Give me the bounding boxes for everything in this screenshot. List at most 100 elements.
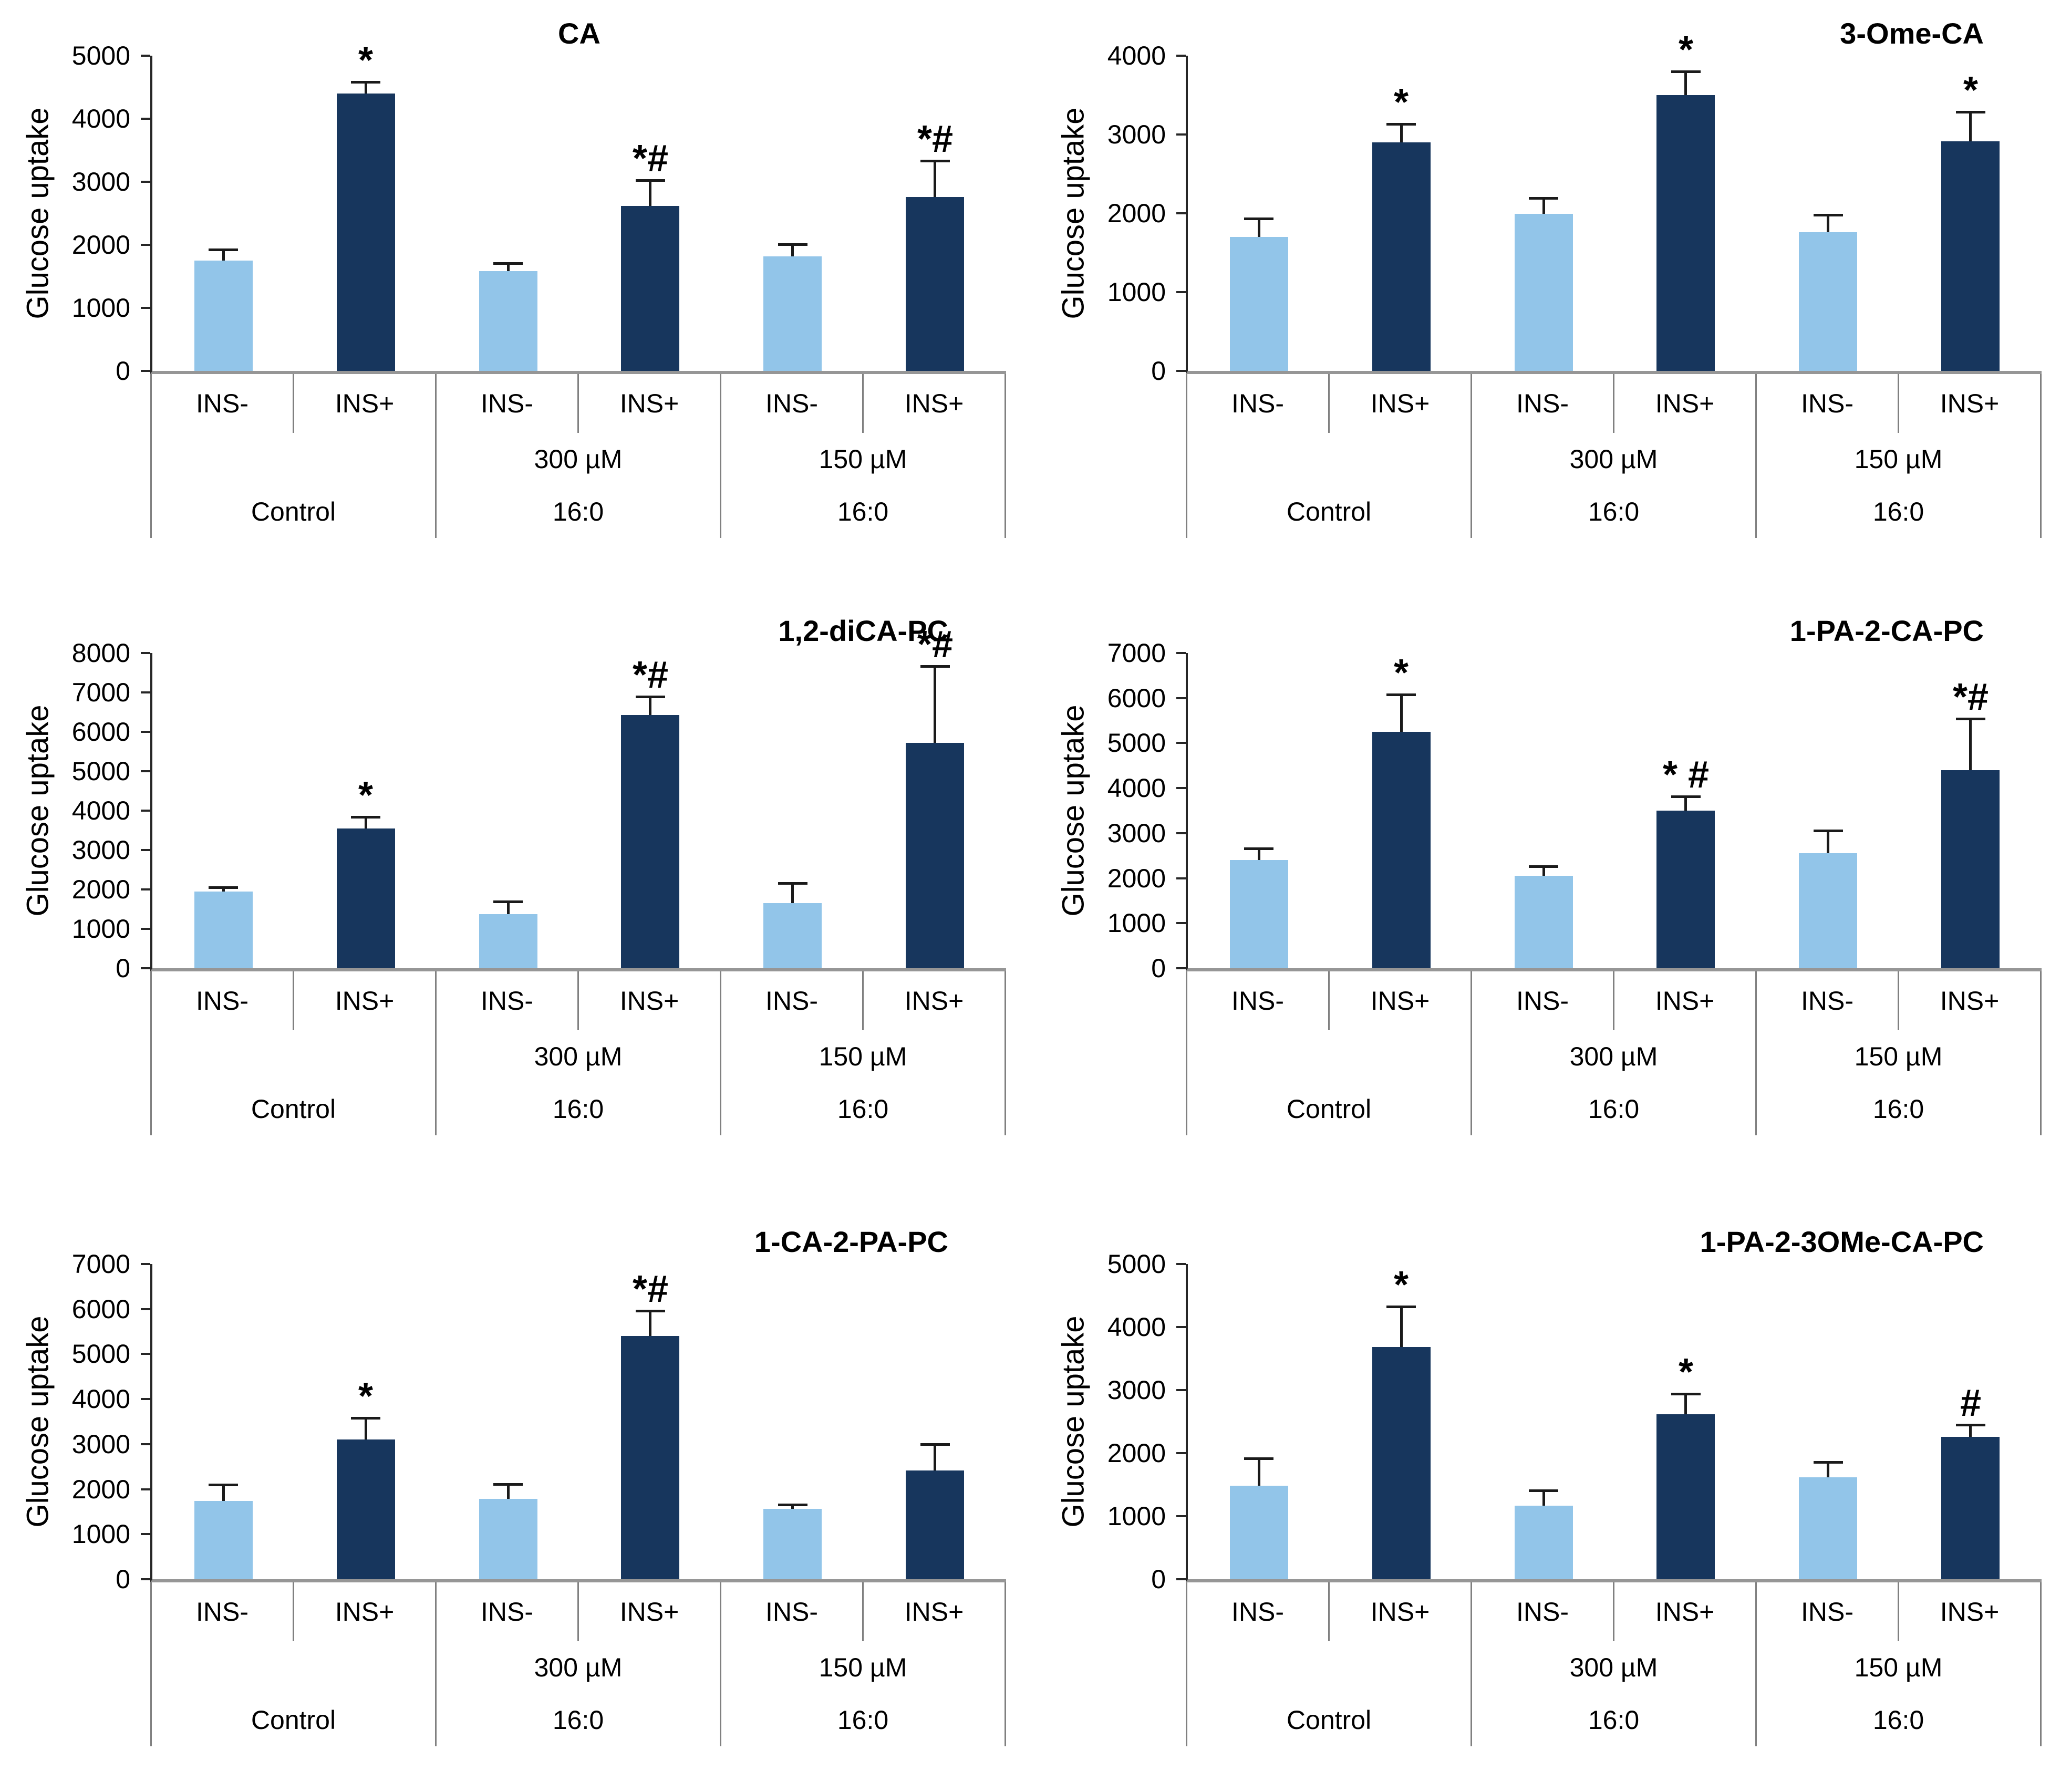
y-tick-label: 1000 [71, 1519, 130, 1549]
ins-label: INS- [1757, 971, 1899, 1030]
y-tick-label: 4000 [71, 1384, 130, 1414]
y-tick-mark [1176, 697, 1186, 699]
chart-1ca-2pa-pc: 1-CA-2-PA-PC Glucose uptake 0 1000 2000 300… [0, 1208, 1036, 1792]
error-bar [222, 889, 225, 892]
y-tick-mark [1176, 922, 1186, 925]
concentration-label [152, 1641, 435, 1694]
y-tick-mark [141, 1263, 150, 1265]
y-tick-mark [141, 1578, 150, 1580]
error-bar-cap [1386, 123, 1416, 126]
significance-annotation: * [1678, 1351, 1694, 1393]
y-tick-label: 4000 [1107, 773, 1166, 803]
bar-ins-plus [1372, 1347, 1431, 1579]
ins-label: INS+ [579, 1582, 721, 1641]
error-bar [365, 1420, 367, 1439]
error-bar-cap [920, 665, 950, 668]
error-bar [365, 84, 367, 94]
error-bar-cap [1814, 830, 1843, 832]
concentration-label: 150 µM [819, 444, 907, 474]
bar-ins-minus [479, 1499, 537, 1579]
chart-title: 1-CA-2-PA-PC [754, 1225, 948, 1258]
treatment-label: Control [1286, 497, 1372, 526]
ins-label: INS- [437, 971, 579, 1030]
ins-label: INS- [1472, 374, 1614, 433]
y-tick-label: 3000 [1107, 120, 1166, 149]
y-tick-label: 6000 [71, 717, 130, 747]
x-axis-table: INS- INS+ INS- INS+ INS- INS+ Control 300 µM 16:… [1186, 1582, 2042, 1746]
error-bar [1827, 1464, 1829, 1477]
ins-label: INS- [1187, 971, 1330, 1030]
ins-label: INS+ [1330, 1582, 1472, 1641]
treatment-group: Control [1187, 1641, 1472, 1746]
ins-label: INS+ [579, 374, 721, 433]
concentration-label: 300 µM [1569, 1042, 1658, 1071]
y-tick-label: 2000 [71, 875, 130, 904]
error-bar [1969, 113, 1972, 141]
chart-1pa-2-3ome-ca-pc: 1-PA-2-3OMe-CA-PC Glucose uptake 0 1000 20… [1036, 1208, 2071, 1792]
error-bar [1969, 1426, 1972, 1437]
ins-label: INS+ [579, 971, 721, 1030]
treatment-label: 16:0 [1872, 497, 1924, 526]
concentration-label: 300 µM [1569, 444, 1658, 474]
chart-body: Glucose uptake 0 1000 2000 3000 4000 5000 6000… [1051, 640, 2042, 1135]
y-tick-mark [1176, 832, 1186, 834]
error-bar [507, 903, 510, 914]
y-tick-mark [1176, 652, 1186, 654]
error-bar [507, 265, 510, 271]
treatment-row: Control 300 µM 16:0 150 µM 16:0 [1187, 1641, 2040, 1746]
treatment-label: Control [1286, 1705, 1372, 1735]
y-tick-label: 2000 [1107, 863, 1166, 893]
y-tick-mark [1176, 787, 1186, 790]
error-bar-cap [636, 696, 665, 698]
error-bar-cap [778, 243, 807, 246]
concentration-label: 300 µM [1569, 1653, 1658, 1682]
error-bar [1684, 798, 1687, 811]
treatment-row: Control 300 µM 16:0 150 µM 16:0 [152, 433, 1005, 538]
significance-annotation: *# [632, 654, 669, 696]
y-tick-mark [141, 731, 150, 733]
significance-annotation: * [358, 774, 374, 816]
y-axis-label: Glucose uptake [16, 653, 60, 968]
treatment-group: 150 µM 16:0 [721, 433, 1005, 538]
plot-area: 0 1000 2000 3000 4000 5000 6000 7000 * * # *# [1107, 640, 2042, 981]
ins-label-row: INS- INS+ INS- INS+ INS- INS+ [152, 1582, 1005, 1641]
chart-body: Glucose uptake 0 1000 2000 3000 4000 5000 6000… [16, 626, 1006, 1135]
chart-title: 1,2-diCA-PC [778, 614, 948, 647]
y-tick-label: 0 [116, 1565, 130, 1594]
y-tick-mark [141, 118, 150, 120]
bar-ins-minus [1515, 1506, 1573, 1579]
ins-label: INS- [1187, 1582, 1330, 1641]
treatment-group: 300 µM 16:0 [1472, 433, 1757, 538]
error-bar-cap [493, 1483, 523, 1486]
error-bar-cap [778, 1504, 807, 1506]
treatment-label: Control [251, 497, 336, 526]
ins-label: INS- [1472, 1582, 1614, 1641]
y-tick-mark [141, 1398, 150, 1401]
bar-ins-plus [337, 94, 395, 371]
y-tick-label: 0 [116, 356, 130, 386]
ins-label: INS- [1187, 374, 1330, 433]
y-axis-label-text: Glucose uptake [1056, 705, 1091, 917]
error-bar-cap [1956, 1424, 1985, 1426]
treatment-label: 16:0 [552, 1094, 604, 1124]
concentration-label: 150 µM [819, 1042, 907, 1071]
chart-1pa-2ca-pc: 1-PA-2-CA-PC Glucose uptake 0 1000 2000 300… [1036, 597, 2071, 1208]
error-bar [222, 251, 225, 261]
ins-label: INS- [152, 1582, 294, 1641]
concentration-label: 150 µM [1854, 1653, 1943, 1682]
ins-label: INS+ [1614, 374, 1757, 433]
chart-body: Glucose uptake 0 1000 2000 3000 4000 5000 * * # … [1051, 1251, 2042, 1746]
y-tick-label: 5000 [71, 757, 130, 786]
error-bar-cap [778, 882, 807, 885]
ins-label: INS- [1757, 374, 1899, 433]
y-axis-label-text: Glucose uptake [20, 107, 55, 319]
error-bar-cap [493, 262, 523, 265]
bar-ins-minus [1230, 237, 1288, 371]
error-bar-cap [1956, 111, 1985, 113]
ins-label: INS+ [294, 1582, 437, 1641]
concentration-label: 300 µM [534, 1042, 623, 1071]
y-tick-mark [1176, 212, 1186, 214]
error-bar-cap [209, 886, 238, 889]
ins-label: INS- [721, 1582, 864, 1641]
treatment-row: Control 300 µM 16:0 150 µM 16:0 [152, 1030, 1005, 1135]
